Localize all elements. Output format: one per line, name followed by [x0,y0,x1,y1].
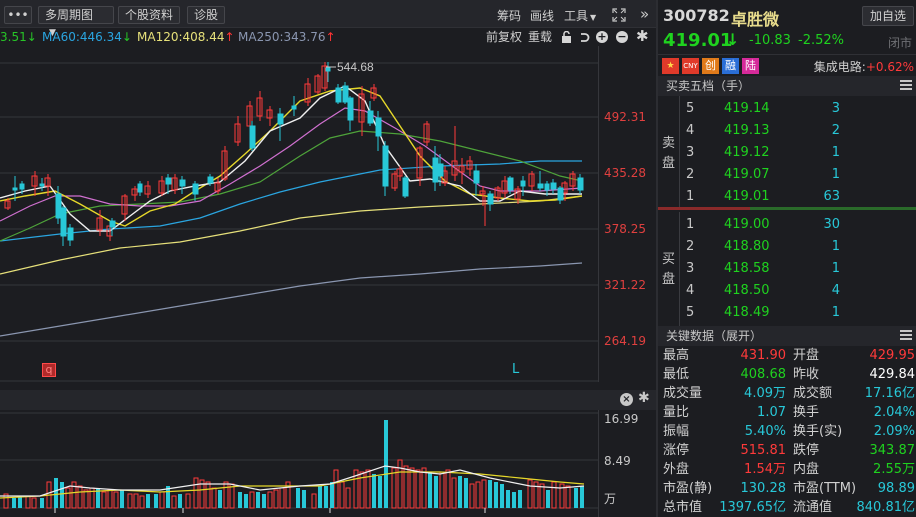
stock-header: 300782 卓胜微 加自选 419.01 ↓ -10.83 -2.52% 闭市 [658,0,916,54]
lock-icon[interactable] [561,31,572,43]
l-event-marker[interactable]: L [512,362,520,377]
gear-icon[interactable]: ✱ [638,390,650,406]
ma-item-250: MA250:343.76↑ [238,30,336,44]
price-tick: 264.19 [604,334,646,348]
chevron-down-icon: ▼ [49,28,56,38]
arrow-up-icon: ↑ [325,30,336,44]
chips-button[interactable]: 筹码 [497,9,522,23]
zoom-out-icon[interactable]: − [616,30,628,43]
current-price: 419.01 [663,30,733,51]
sector-change[interactable]: 集成电路:+0.62% [814,58,914,75]
close-icon[interactable]: × [620,393,633,406]
ask-row[interactable]: 5 419.14 3 [686,101,840,116]
chart-toolbar: ••• 多周期图 ▼ 个股资料 诊股 筹码 画线 工具 ▼ » [0,0,656,38]
ask-row[interactable]: 3 419.12 1 [686,145,840,160]
key-data-row: 振幅 5.40% 换手(实) 2.09% [663,424,915,439]
arrow-down-icon: ↓ [121,30,132,44]
bid-row[interactable]: 4 418.50 4 [686,283,840,298]
margin-tag[interactable]: 融 [722,58,739,74]
quote-panel: 300782 卓胜微 加自选 419.01 ↓ -10.83 -2.52% 闭市… [656,0,916,517]
bid-row[interactable]: 3 418.58 1 [686,261,840,276]
arrow-down-icon: ↓ [26,30,37,44]
stock-name: 卓胜微 [731,10,780,29]
tools-label: 工具 [564,9,589,23]
stock-info-button[interactable]: 个股资料 [118,6,181,24]
undo-icon[interactable] [578,31,590,43]
key-data-row: 成交量 4.09万 成交额 17.16亿 [663,386,915,401]
market-status: 闭市 [887,36,912,50]
adjust-button[interactable]: 前复权 [486,30,523,44]
sector-value: +0.62% [865,60,914,74]
arrow-down-icon: ↓ [726,30,740,49]
volume-axis: 16.99 8.49 万 [598,410,656,517]
orderbook-title: 买卖五档（手） [666,79,751,93]
ma-item-1: 3.51↓ [0,30,37,44]
ma-item-60: MA60:446.34↓ [42,30,132,44]
multi-period-dropdown[interactable]: 多周期图 ▼ [38,6,114,38]
stock-code: 300782 [663,6,730,25]
ma-item-120: MA120:408.44↑ [137,30,235,44]
stock-tags: ★ CNY 创 融 陆 集成电路:+0.62% [658,54,916,76]
add-to-watchlist-button[interactable]: 加自选 [862,6,914,26]
cny-tag[interactable]: CNY [682,58,699,74]
draw-line-button[interactable]: 画线 [530,9,555,23]
volume-tick: 8.49 [604,454,631,468]
key-data-row: 市盈(静) 130.28 市盈(TTM) 98.89 [663,481,915,496]
sector-label: 集成电路: [813,60,866,74]
q-event-marker[interactable]: q [42,363,56,377]
volume-chart[interactable] [0,410,598,517]
price-tick: 492.31 [604,110,646,124]
key-data-row: 最高 431.90 开盘 429.95 [663,348,915,363]
candles [4,62,584,246]
double-chevron-right-icon[interactable]: » [640,5,650,23]
bid-row[interactable]: 2 418.80 1 [686,239,840,254]
chinext-tag[interactable]: 创 [702,58,719,74]
bid-row[interactable]: 1 419.00 30 [686,217,840,232]
more-button[interactable]: ••• [4,6,32,24]
price-tick: 435.28 [604,166,646,180]
zoom-in-icon[interactable]: + [596,30,608,43]
menu-icon[interactable] [900,330,912,342]
chevron-down-icon: ▼ [590,13,597,22]
ask-row[interactable]: 4 419.13 2 [686,123,840,138]
key-data-row: 量比 1.07 换手 2.04% [663,405,915,420]
price-axis: 492.31 435.28 378.25 321.22 264.19 [598,46,656,382]
key-data-title: 关键数据（展开） [666,329,763,343]
ask-row[interactable]: 1 419.01 63 [686,189,840,204]
buy-side-label: 买盘 [658,212,680,327]
orderbook-header: 买卖五档（手） [658,76,916,96]
high-price-marker: 544.68 [337,60,374,74]
china-flag-icon: ★ [662,58,679,74]
gear-icon[interactable]: ✱ [636,27,649,45]
volume-tick: 16.99 [604,412,639,426]
sell-side-label: 卖盘 [658,96,680,207]
key-data-row: 最低 408.68 昨收 429.84 [663,367,915,382]
ma-legend: 3.51↓ MA60:446.34↓ MA120:408.44↑ MA250:3… [0,27,656,46]
price-change-pct: -2.52% [798,33,844,48]
tools-dropdown[interactable]: 工具 ▼ [564,7,596,24]
key-data-row: 外盘 1.54万 内盘 2.55万 [663,462,915,477]
volume-panel-header: × ✱ [0,390,656,410]
arrow-up-icon: ↑ [224,30,235,44]
menu-icon[interactable] [900,80,912,92]
key-data-row: 总市值 1397.65亿 流通值 840.81亿 [663,500,915,515]
volume-unit: 万 [604,492,617,506]
chart-area: ••• 多周期图 ▼ 个股资料 诊股 筹码 画线 工具 ▼ » 3.51↓ MA6… [0,0,656,517]
price-change: -10.83 [749,33,791,48]
multi-period-label: 多周期图 [45,8,94,22]
diagnose-button[interactable]: 诊股 [187,6,226,24]
key-data-row: 涨停 515.81 跌停 343.87 [663,443,915,458]
reload-button[interactable]: 重载 [528,30,553,44]
connect-tag[interactable]: 陆 [742,58,759,74]
bid-row[interactable]: 5 418.49 1 [686,305,840,320]
key-data-header[interactable]: 关键数据（展开） [658,326,916,346]
candlestick-chart[interactable]: 544.68 [0,46,598,382]
fullscreen-icon[interactable] [612,8,626,22]
buy-sell-ratio-bar [658,207,916,210]
price-tick: 378.25 [604,222,646,236]
price-tick: 321.22 [604,278,646,292]
ask-row[interactable]: 2 419.07 1 [686,167,840,182]
